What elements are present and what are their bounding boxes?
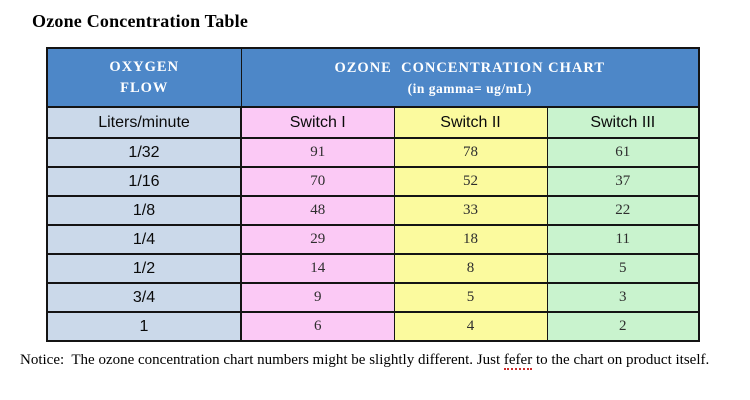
switch3-cell: 61 — [546, 137, 700, 168]
switch2-cell: 5 — [393, 282, 548, 313]
switch2-cell: 52 — [393, 166, 548, 197]
flow-cell: 1/2 — [46, 253, 242, 284]
header-cell-oxygen-flow: OXYGEN FLOW — [46, 47, 242, 108]
switch3-cell: 3 — [546, 282, 700, 313]
misspelled-word: fefer — [503, 352, 533, 370]
ozone-chart-line1: OZONE CONCENTRATION CHART — [334, 59, 606, 76]
switch3-cell: 37 — [546, 166, 700, 197]
flow-cell: 1/4 — [46, 224, 242, 255]
flow-cell: 1 — [46, 311, 242, 342]
flow-cell: 1/8 — [46, 195, 242, 226]
switch2-cell: 4 — [393, 311, 548, 342]
table-subheader-row: Liters/minute Switch I Switch II Switch … — [46, 106, 700, 139]
notice-prefix: Notice: The ozone concentration chart nu… — [20, 352, 504, 368]
switch1-cell: 48 — [240, 195, 395, 226]
switch2-cell: 33 — [393, 195, 548, 226]
table-row: 1/2 14 8 5 — [46, 253, 700, 284]
flow-cell: 1/16 — [46, 166, 242, 197]
oxygen-flow-line2: FLOW — [120, 79, 169, 96]
table-row: 1 6 4 2 — [46, 311, 700, 342]
subheader-switch-1: Switch I — [240, 106, 395, 139]
notice-text: Notice: The ozone concentration chart nu… — [20, 352, 742, 370]
ozone-chart-line2: (in gamma= ug/mL) — [407, 80, 532, 96]
subheader-switch-2: Switch II — [393, 106, 548, 139]
switch2-cell: 78 — [393, 137, 548, 168]
table-row: 1/16 70 52 37 — [46, 166, 700, 197]
switch1-cell: 70 — [240, 166, 395, 197]
switch3-cell: 22 — [546, 195, 700, 226]
subheader-flow-unit: Liters/minute — [46, 106, 242, 139]
switch1-cell: 14 — [240, 253, 395, 284]
switch3-cell: 11 — [546, 224, 700, 255]
switch1-cell: 91 — [240, 137, 395, 168]
header-cell-ozone-chart: OZONE CONCENTRATION CHART (in gamma= ug/… — [240, 47, 700, 108]
notice-suffix: to the chart on product itself. — [532, 352, 710, 368]
table-header-row: OXYGEN FLOW OZONE CONCENTRATION CHART (i… — [46, 47, 700, 108]
table-row: 1/8 48 33 22 — [46, 195, 700, 226]
switch3-cell: 5 — [546, 253, 700, 284]
page-title: Ozone Concentration Table — [32, 11, 249, 31]
switch1-cell: 29 — [240, 224, 395, 255]
flow-cell: 1/32 — [46, 137, 242, 168]
switch2-cell: 8 — [393, 253, 548, 284]
table-row: 1/4 29 18 11 — [46, 224, 700, 255]
switch2-cell: 18 — [393, 224, 548, 255]
table-row: 1/32 91 78 61 — [46, 137, 700, 168]
flow-cell: 3/4 — [46, 282, 242, 313]
subheader-switch-3: Switch III — [546, 106, 700, 139]
switch1-cell: 9 — [240, 282, 395, 313]
oxygen-flow-line1: OXYGEN — [109, 58, 180, 75]
switch3-cell: 2 — [546, 311, 700, 342]
ozone-concentration-table: OXYGEN FLOW OZONE CONCENTRATION CHART (i… — [46, 47, 701, 342]
switch1-cell: 6 — [240, 311, 395, 342]
table-row: 3/4 9 5 3 — [46, 282, 700, 313]
